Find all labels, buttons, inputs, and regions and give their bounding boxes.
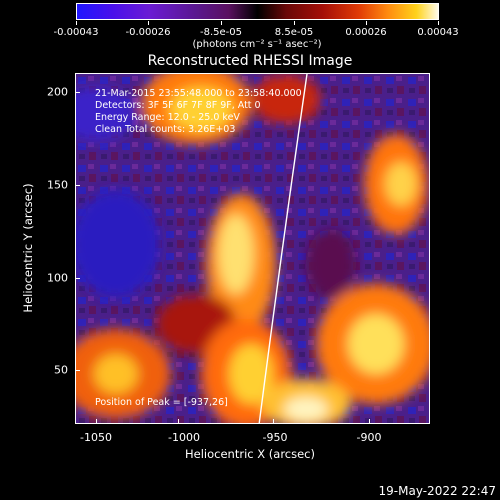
colorbar-tick: [366, 21, 367, 25]
clean-counts-text: Clean Total counts: 3.26E+03: [95, 124, 236, 135]
x-tick-label: -900: [356, 431, 382, 444]
colorbar-label: 8.5e-05: [274, 27, 314, 38]
x-tick-mark: [369, 419, 370, 424]
colorbar-label: 0.00043: [417, 27, 459, 38]
x-tick-label: -950: [262, 431, 288, 444]
date-stamp: 19-May-2022 22:47: [378, 484, 496, 498]
y-tick-label: 100: [47, 271, 68, 285]
x-tick-mark: [273, 419, 274, 424]
colorbar-label: -8.5e-05: [200, 27, 242, 38]
x-tick-mark: [96, 419, 97, 424]
y-tick-mark: [75, 185, 80, 186]
colorbar-label: -0.00043: [53, 27, 99, 38]
colorbar-units: (photons cm⁻² s⁻¹ asec⁻²): [192, 39, 322, 50]
y-tick-mark: [75, 370, 80, 371]
x-tick-label: -1050: [80, 431, 112, 444]
y-tick-mark: [75, 92, 80, 93]
detectors-text: Detectors: 3F 5F 6F 7F 8F 9F, Att 0: [95, 100, 261, 111]
y-tick-label: 200: [47, 85, 68, 99]
colorbar-tick: [148, 21, 149, 25]
x-tick-label: -1000: [168, 431, 200, 444]
emission-regions: [76, 74, 429, 423]
colorbar-label: 0.00026: [345, 27, 387, 38]
solar-limb-line: [258, 74, 308, 423]
colorbar: [76, 3, 439, 20]
x-axis-label: Heliocentric X (arcsec): [185, 447, 315, 461]
rhessi-image-svg: [76, 74, 429, 423]
peak-position-text: Position of Peak = [-937,26]: [95, 397, 228, 408]
colorbar-tick: [221, 21, 222, 25]
image-title: Reconstructed RHESSI Image: [147, 53, 353, 69]
y-tick-mark: [75, 278, 80, 279]
colorbar-tick: [76, 21, 77, 25]
colorbar-tick: [294, 21, 295, 25]
y-axis-label: Heliocentric Y (arcsec): [21, 183, 35, 313]
y-tick-label: 150: [47, 178, 68, 192]
y-tick-label: 50: [54, 363, 68, 377]
rhessi-image-plot: [75, 73, 430, 424]
colorbar-tick: [438, 21, 439, 25]
colorbar-label: -0.00026: [125, 27, 171, 38]
energy-range-text: Energy Range: 12.0 - 25.0 keV: [95, 112, 240, 123]
x-tick-mark: [178, 419, 179, 424]
time-range-text: 21-Mar-2015 23:55:48.000 to 23:58:40.000: [95, 88, 302, 99]
